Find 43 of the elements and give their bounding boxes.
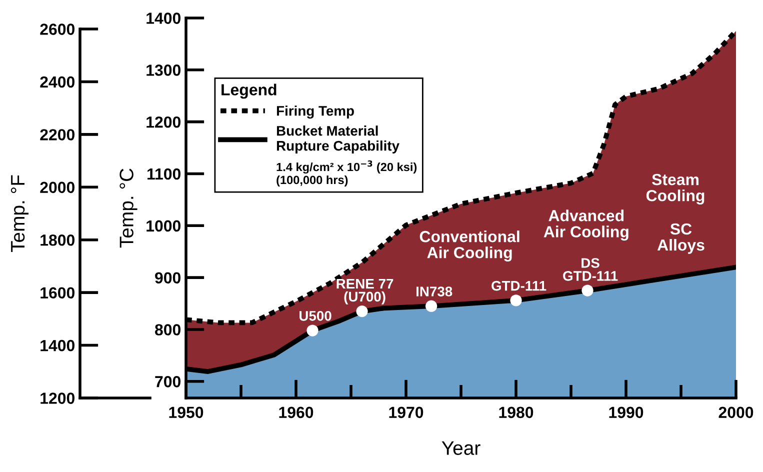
y2-tick-label: 2400: [40, 76, 74, 88]
y2-tick-label: 2000: [40, 182, 74, 194]
annotation: GTD-111: [492, 280, 546, 291]
y-tick-label: 900: [155, 272, 180, 284]
y-axis-title: Temp. °C: [120, 168, 138, 248]
x-tick-label: 1960: [279, 406, 314, 418]
y-tick-label: 1300: [146, 64, 180, 76]
y-tick-label: 1100: [147, 168, 180, 180]
y-tick-label: 1400: [146, 12, 180, 24]
point: [510, 294, 522, 306]
y2-tick-label: 2200: [40, 129, 74, 140]
point: [425, 300, 438, 312]
y2-tick-label: 1400: [40, 340, 74, 352]
point: [306, 324, 318, 336]
x-tick-label: 1980: [499, 406, 534, 418]
x-tick-label: 1990: [609, 406, 644, 418]
y2-tick-label: 1800: [40, 234, 74, 246]
y2-tick-label: 2600: [40, 24, 74, 35]
x-tick-label: 1970: [389, 406, 424, 418]
y-tick-label: 1200: [146, 116, 180, 128]
legend-title: Legend: [222, 84, 276, 99]
point: [356, 305, 368, 318]
annotation: Conventional Air Cooling: [420, 230, 520, 262]
annotation: SC Alloys: [657, 223, 704, 254]
annotation: RENE 77 (U700): [336, 278, 394, 304]
y2-tick-label: 1600: [40, 287, 74, 299]
x-axis-title: Year: [442, 441, 480, 455]
legend-label: Firing Temp: [276, 106, 354, 119]
annotation: Steam Cooling: [646, 174, 704, 205]
annotation: Advanced Air Cooling: [544, 210, 628, 241]
annotation: IN738: [416, 286, 452, 296]
legend-label: Bucket Material Rupture Capability: [276, 126, 400, 154]
y2-tick-label: 1200: [40, 392, 74, 404]
annotation: DS GTD-111: [563, 258, 618, 281]
y-tick-label: 800: [155, 324, 180, 336]
y-tick-label: 700: [155, 376, 180, 388]
x-tick-label: 2000: [718, 406, 754, 418]
text: 1.4 kg/cm² x 10$^{−3}$ (20 ksi) (100,000 hrs): [276, 160, 417, 186]
annotation: U500: [300, 310, 332, 321]
x-tick-label: 1950: [169, 406, 204, 418]
y-tick-label: 1000: [146, 220, 180, 232]
point: [582, 284, 594, 296]
y2-axis-title: Temp. °F: [10, 175, 28, 252]
